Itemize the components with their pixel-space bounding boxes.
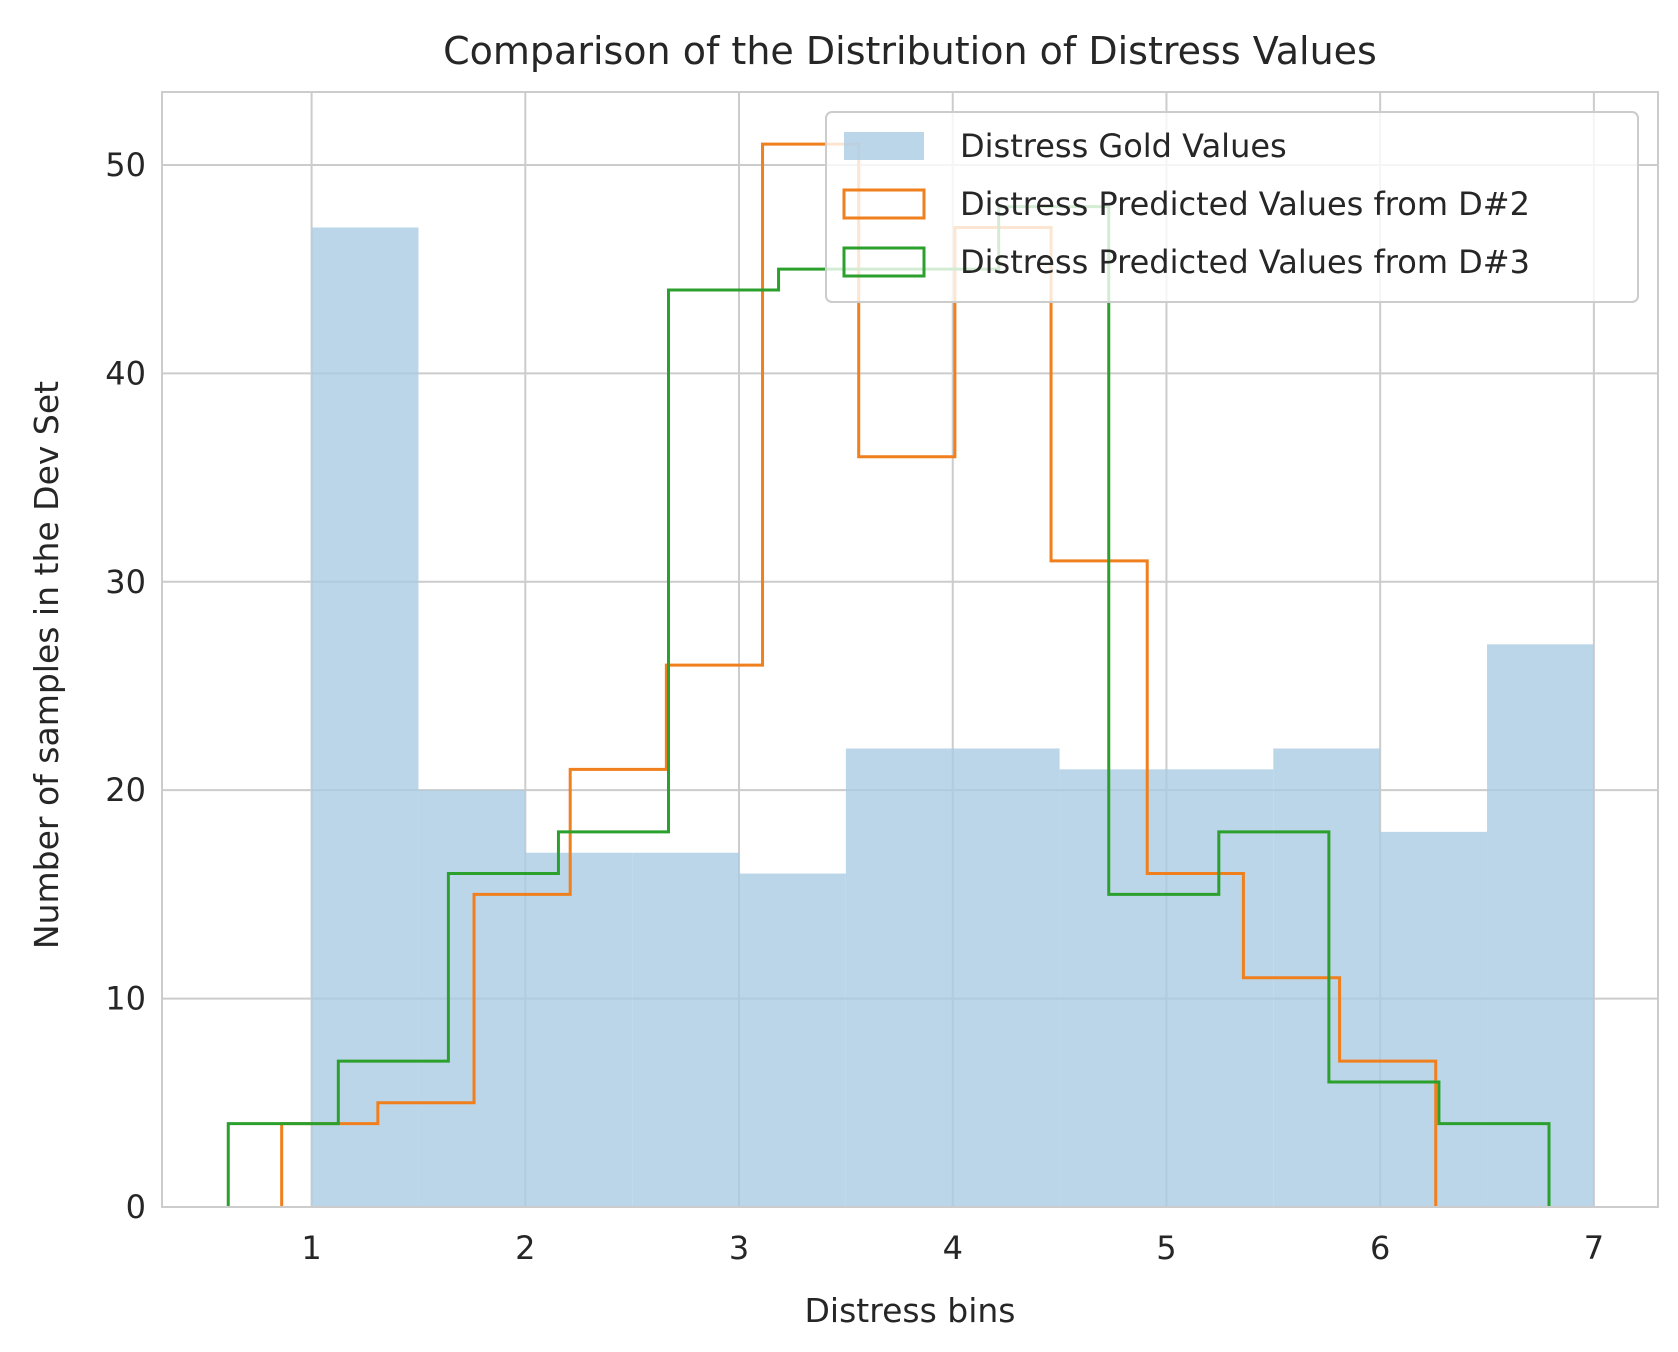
gold-histogram-bar — [311, 227, 419, 1207]
x-tick-label: 6 — [1370, 1229, 1390, 1267]
gold-histogram-bar — [1487, 644, 1594, 1207]
gold-histogram-bar — [1059, 769, 1167, 1207]
y-tick-label: 20 — [105, 771, 146, 809]
legend-swatch — [844, 132, 924, 160]
x-tick-label: 5 — [1156, 1229, 1176, 1267]
x-tick-label: 2 — [515, 1229, 535, 1267]
y-axis-label: Number of samples in the Dev Set — [27, 381, 66, 949]
gold-histogram-bar — [525, 852, 633, 1207]
gold-histogram-bar — [418, 790, 526, 1207]
y-tick-label: 50 — [105, 146, 146, 184]
legend-swatch — [842, 188, 926, 220]
gold-histogram-bar — [952, 748, 1060, 1207]
legend-box — [825, 111, 1639, 303]
plot-frame — [161, 91, 1659, 1208]
legend-label: Distress Gold Values — [960, 127, 1287, 165]
y-tick-label: 40 — [105, 354, 146, 392]
legend-label: Distress Predicted Values from D#2 — [960, 185, 1530, 223]
x-tick-label: 4 — [943, 1229, 963, 1267]
y-tick-label: 30 — [105, 563, 146, 601]
x-tick-label: 1 — [301, 1229, 321, 1267]
y-tick-label: 10 — [105, 980, 146, 1018]
gold-histogram-bar — [739, 873, 846, 1207]
legend-swatch — [842, 246, 926, 278]
gold-histogram-bar — [632, 852, 740, 1207]
gold-histogram-bar — [845, 748, 953, 1207]
legend: Distress Gold Values Distress Predicted V… — [825, 111, 1639, 303]
y-tick-label: 0 — [126, 1188, 146, 1226]
gold-histogram-bars — [311, 227, 1594, 1207]
chart-title: Comparison of the Distribution of Distre… — [443, 29, 1377, 73]
x-tick-label: 3 — [729, 1229, 749, 1267]
x-axis-ticks: 1 2 3 4 5 6 7 — [301, 1229, 1604, 1267]
x-axis-label: Distress bins — [805, 1291, 1016, 1330]
legend-label: Distress Predicted Values from D#3 — [960, 243, 1530, 281]
y-axis-ticks: 0 10 20 30 40 50 — [105, 146, 146, 1226]
x-tick-label: 7 — [1584, 1229, 1604, 1267]
gold-histogram-bar — [1380, 831, 1488, 1207]
